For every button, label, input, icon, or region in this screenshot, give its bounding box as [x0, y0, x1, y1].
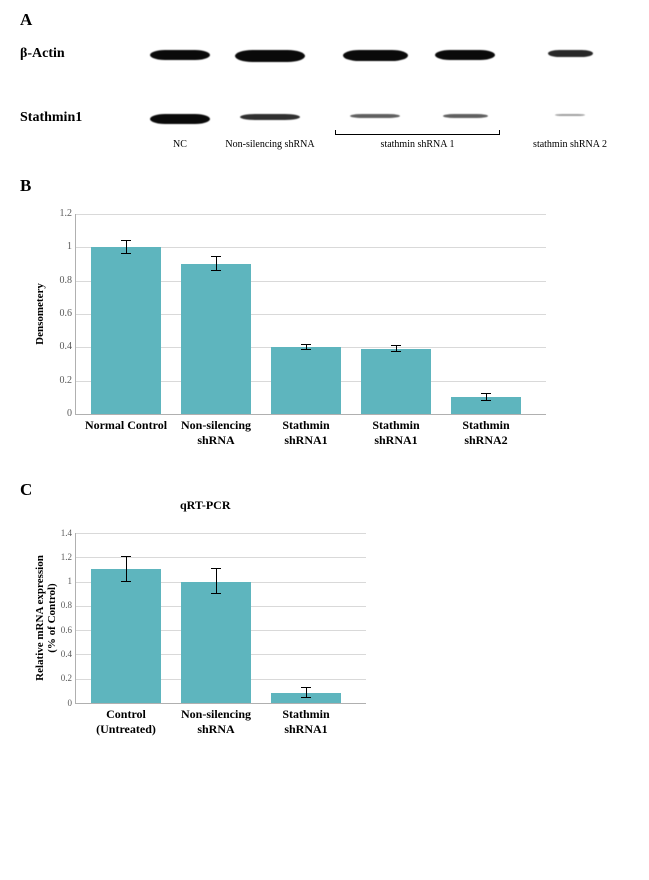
y-tick-label: 1: [44, 241, 72, 252]
y-tick-label: 0.4: [44, 341, 72, 352]
panel-b: B 00.20.40.60.811.2DensometeryNormal Con…: [20, 176, 629, 460]
error-cap: [301, 687, 311, 688]
error-cap: [121, 240, 131, 241]
lane-bracket-label: stathmin shRNA 1: [358, 139, 478, 150]
error-cap: [481, 400, 491, 401]
x-label: Stathmin shRNA1: [346, 418, 446, 448]
error-cap: [481, 393, 491, 394]
error-cap: [121, 253, 131, 254]
lane-bracket: [335, 134, 500, 136]
error-cap: [211, 568, 221, 569]
panel-a-letter: A: [20, 10, 629, 30]
figure-page: A β-ActinStathmin1NCNon-silencing shRNAs…: [0, 0, 649, 880]
grid-line: [76, 533, 366, 534]
chart-title: qRT-PCR: [180, 498, 230, 513]
panel-c-letter: C: [20, 480, 629, 500]
error-cap: [391, 351, 401, 352]
panel-c: C 00.20.40.60.811.21.4Relative mRNA expr…: [20, 480, 629, 749]
y-tick-label: 0.2: [44, 375, 72, 386]
panel-b-letter: B: [20, 176, 629, 196]
x-label: Non-silencing shRNA: [166, 707, 266, 737]
error-cap: [301, 349, 311, 350]
error-cap: [121, 581, 131, 582]
y-tick-label: 0: [44, 408, 72, 419]
qrt-pcr-chart: 00.20.40.60.811.21.4Relative mRNA expres…: [75, 504, 375, 749]
grid-line: [76, 557, 366, 558]
error-cap: [301, 697, 311, 698]
error-bar: [126, 557, 127, 581]
stathmin-band: [240, 114, 300, 120]
x-label: Stathmin shRNA1: [256, 707, 356, 737]
actin-band: [343, 50, 408, 61]
x-label: Normal Control: [76, 418, 176, 433]
y-tick-label: 1.2: [44, 208, 72, 219]
plot-area: 00.20.40.60.811.2DensometeryNormal Contr…: [75, 214, 546, 415]
stathmin-band: [555, 114, 585, 116]
y-tick-label: 0.8: [44, 275, 72, 286]
actin-band: [150, 50, 210, 60]
x-label: Stathmin shRNA1: [256, 418, 356, 448]
bar: [181, 264, 251, 414]
lane-label: Non-silencing shRNA: [210, 139, 330, 150]
error-cap: [301, 344, 311, 345]
bar: [91, 247, 161, 414]
blot-row-actin-label: β-Actin: [20, 46, 65, 62]
stathmin-band: [150, 114, 210, 124]
western-blot: β-ActinStathmin1NCNon-silencing shRNAsta…: [20, 34, 620, 164]
x-label: Control (Untreated): [76, 707, 176, 737]
bar: [271, 347, 341, 414]
actin-band: [235, 50, 305, 62]
error-cap: [391, 345, 401, 346]
x-label: Non-silencing shRNA: [166, 418, 266, 448]
y-tick-label: 0.6: [44, 308, 72, 319]
y-axis-title: Relative mRNA expression (% of Control): [34, 533, 58, 703]
bar: [181, 582, 251, 703]
error-cap: [211, 270, 221, 271]
error-cap: [211, 593, 221, 594]
error-cap: [121, 556, 131, 557]
x-label: Stathmin shRNA2: [436, 418, 536, 448]
error-bar: [216, 257, 217, 270]
bar: [91, 569, 161, 703]
stathmin-band: [350, 114, 400, 118]
error-bar: [126, 241, 127, 254]
error-bar: [216, 569, 217, 593]
bar: [361, 349, 431, 414]
stathmin-band: [443, 114, 488, 118]
lane-label: stathmin shRNA 2: [510, 139, 630, 150]
blot-row-stathmin-label: Stathmin1: [20, 110, 82, 126]
y-axis-title: Densometery: [34, 214, 46, 414]
actin-band: [435, 50, 495, 60]
grid-line: [76, 214, 546, 215]
plot-area: 00.20.40.60.811.21.4Relative mRNA expres…: [75, 533, 366, 704]
densometry-chart: 00.20.40.60.811.2DensometeryNormal Contr…: [75, 200, 555, 460]
actin-band: [548, 50, 593, 57]
panel-a: A β-ActinStathmin1NCNon-silencing shRNAs…: [20, 10, 629, 164]
error-cap: [211, 256, 221, 257]
